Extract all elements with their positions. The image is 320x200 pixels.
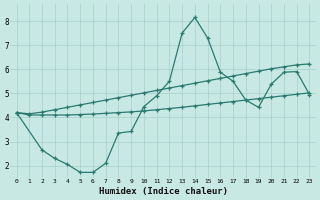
X-axis label: Humidex (Indice chaleur): Humidex (Indice chaleur) [99,187,228,196]
